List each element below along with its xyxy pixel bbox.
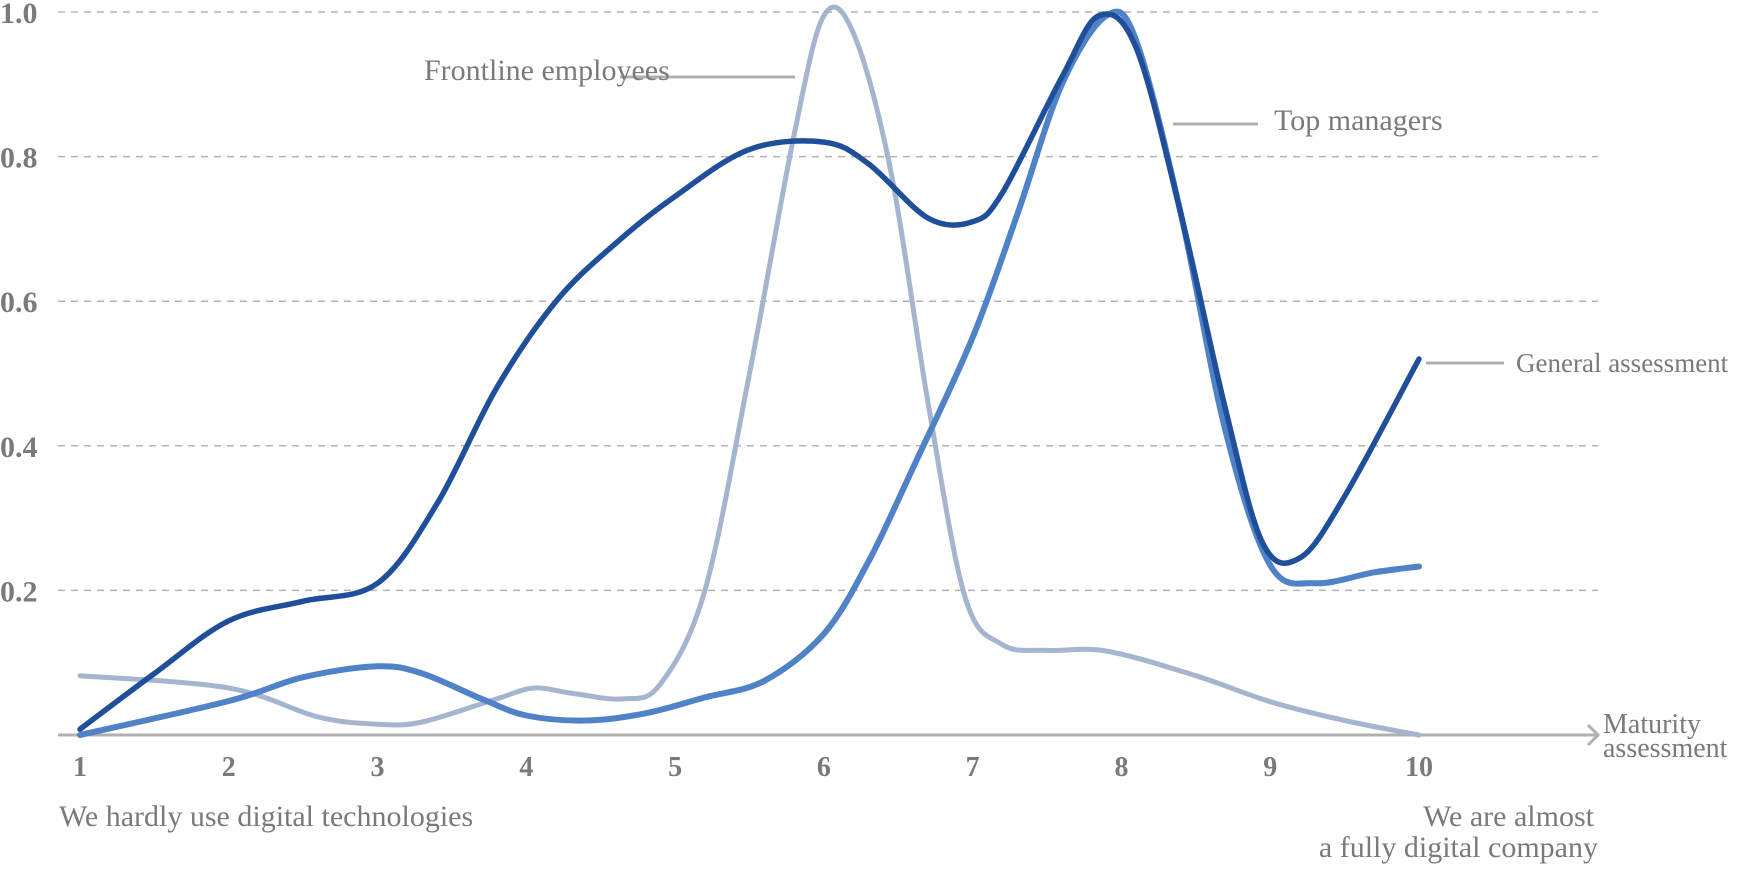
x-tick-label: 10 [1405, 752, 1433, 783]
series-line-top-managers [77, 8, 1422, 738]
y-tick-label: 0.2 [0, 575, 38, 608]
y-tick-label: 0.8 [0, 142, 38, 175]
grid-layer [58, 11, 1598, 592]
x-tick-label: 6 [817, 752, 831, 783]
caption-left: We hardly use digital technologies [59, 800, 473, 833]
y-tick-label: 0.4 [0, 431, 38, 464]
caption-right-line-2: a fully digital company [1319, 831, 1598, 864]
x-tick-label: 9 [1263, 752, 1277, 783]
x-tick-label: 3 [371, 752, 385, 783]
x-tick-label: 4 [519, 752, 533, 783]
x-tick-label: 8 [1114, 752, 1128, 783]
x-tick-label: 7 [966, 752, 980, 783]
series-label-top-managers: Top managers [1274, 104, 1443, 137]
y-tick-label: 1.0 [0, 0, 38, 30]
x-tick-labels: 1 2 3 4 5 6 7 8 9 10 [73, 752, 1433, 783]
series-label-frontline-employees: Frontline employees [424, 54, 670, 87]
x-axis-title-line-2: assessment [1603, 733, 1728, 764]
y-tick-label: 0.6 [0, 286, 38, 319]
series-line-general-assessment [77, 11, 1422, 732]
series-label-general-assessment: General assessment [1516, 348, 1729, 378]
y-tick-labels: 0.2 0.4 0.6 0.8 1.0 [0, 0, 38, 608]
series-layer [77, 4, 1422, 738]
caption-right-line-1: We are almost [1423, 800, 1595, 833]
x-axis-arrow-icon [1586, 723, 1601, 747]
x-tick-label: 1 [73, 752, 87, 783]
x-captions: We hardly use digital technologies We ar… [59, 800, 1598, 864]
x-tick-label: 5 [668, 752, 682, 783]
axis-layer: Maturity assessment [58, 709, 1728, 764]
series-line-frontline-employees [77, 4, 1422, 738]
series-label-layer: Frontline employees Top managers General a… [424, 54, 1729, 378]
x-tick-label: 2 [222, 752, 236, 783]
x-axis-title-line-1: Maturity [1603, 709, 1701, 740]
